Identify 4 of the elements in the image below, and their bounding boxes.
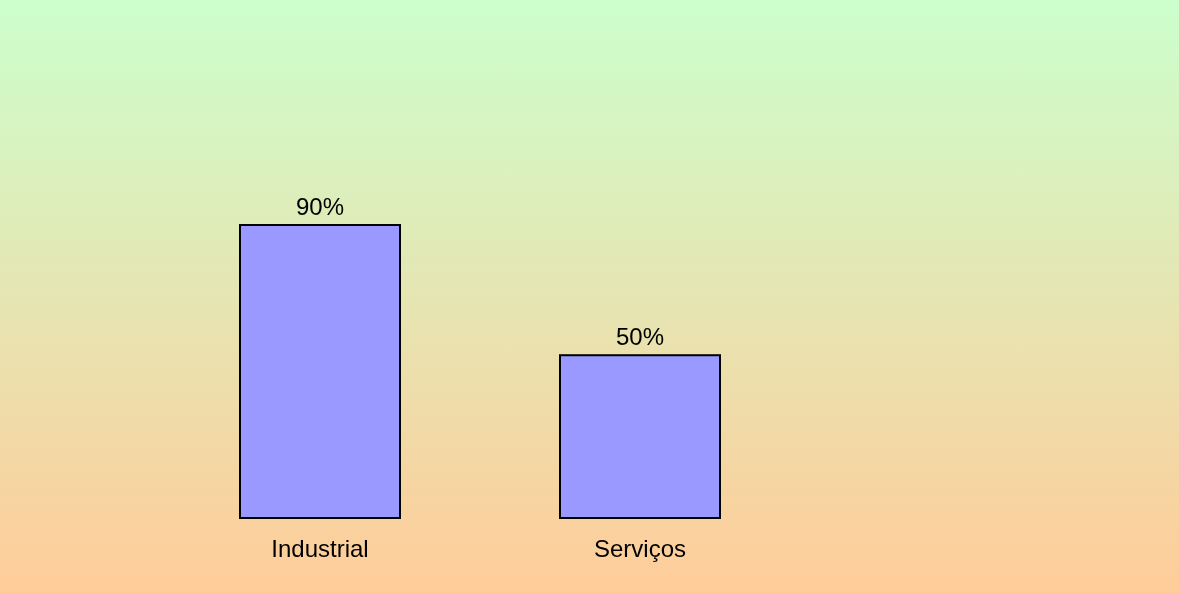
x-tick-label: Serviços — [593, 535, 687, 562]
data-label: 90% — [295, 193, 345, 220]
x-tick-label: Industrial — [271, 535, 369, 562]
data-label: 50% — [615, 323, 665, 351]
